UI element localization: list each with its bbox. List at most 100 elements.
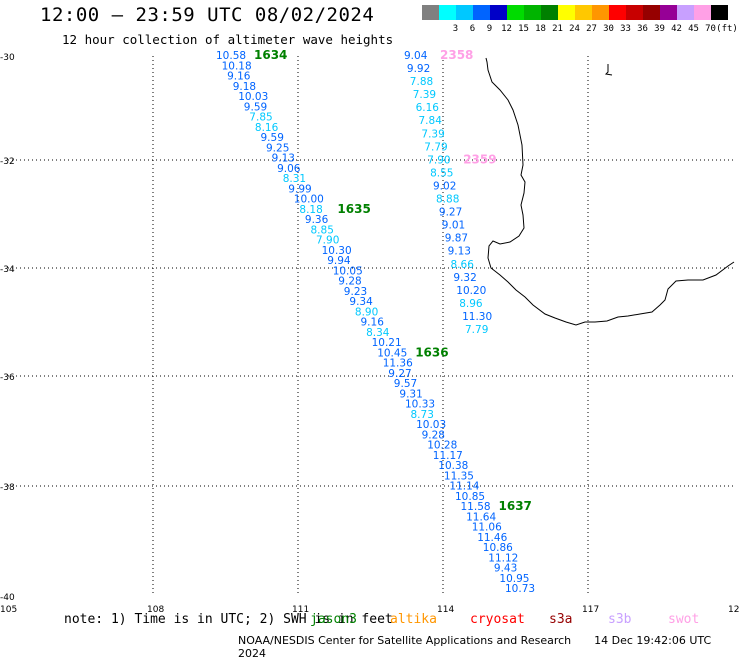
wave-height-value: 9.59 xyxy=(261,132,284,144)
wave-height-value: 8.55 xyxy=(430,167,453,179)
wave-height-value: 9.59 xyxy=(244,101,267,113)
lat-tick-label: -38 xyxy=(0,483,15,493)
wave-height-value: 10.00 xyxy=(294,194,324,206)
coastline-australia xyxy=(485,57,735,326)
wave-height-value: 8.66 xyxy=(451,259,475,271)
lat-tick-label: -36 xyxy=(0,373,15,383)
wave-height-value: 9.04 xyxy=(404,50,428,62)
scale-label: 24 xyxy=(569,24,580,34)
scale-swatch xyxy=(473,5,490,20)
wave-height-value: 9.01 xyxy=(442,220,465,232)
wave-height-value: 11.30 xyxy=(462,311,492,323)
wave-height-value: 11.06 xyxy=(472,522,502,534)
track-time-label: 1635 xyxy=(337,202,370,216)
wave-height-value: 10.21 xyxy=(372,337,402,349)
wave-height-value: 10.73 xyxy=(505,583,535,595)
wave-height-value: 10.28 xyxy=(427,440,457,452)
scale-swatch xyxy=(541,5,558,20)
wave-height-value: 9.28 xyxy=(338,276,361,288)
legend-item-cryosat: cryosat xyxy=(470,612,525,627)
scale-label: 21 xyxy=(552,24,563,34)
wave-height-value: 9.87 xyxy=(445,233,468,245)
track-time-label: 2359 xyxy=(463,152,496,166)
scale-swatch xyxy=(524,5,541,20)
scale-swatch xyxy=(609,5,626,20)
wave-height-value: 10.86 xyxy=(483,542,513,554)
scale-label: 18 xyxy=(535,24,546,34)
scale-swatch xyxy=(592,5,609,20)
scale-swatch xyxy=(507,5,524,20)
wave-height-value: 8.88 xyxy=(436,194,459,206)
scale-swatch xyxy=(660,5,677,20)
scale-unit: (ft) xyxy=(716,24,738,34)
wave-height-value: 8.85 xyxy=(311,224,334,236)
lat-tick-label: -34 xyxy=(0,265,15,275)
wave-height-value: 10.95 xyxy=(499,573,529,585)
scale-label: 30 xyxy=(603,24,614,34)
scale-label: 39 xyxy=(654,24,665,34)
lat-tick-label: -32 xyxy=(0,157,15,167)
wave-height-value: 8.96 xyxy=(459,298,483,310)
lon-tick-label: 117 xyxy=(582,605,599,615)
scale-swatch xyxy=(439,5,456,20)
wave-height-value: 7.85 xyxy=(249,112,272,124)
wave-height-value: 7.39 xyxy=(413,89,436,101)
track-time-label: 1634 xyxy=(254,48,287,62)
scale-label: 33 xyxy=(620,24,631,34)
scale-swatch xyxy=(558,5,575,20)
wave-height-value: 9.57 xyxy=(394,378,417,390)
wave-height-value: 9.99 xyxy=(288,183,311,195)
wave-height-value: 9.25 xyxy=(266,142,289,154)
track-time-label: 1637 xyxy=(499,499,532,513)
scale-swatch xyxy=(711,5,728,20)
wave-height-value: 10.58 xyxy=(216,50,246,62)
credit-org: NOAA/NESDIS Center for Satellite Applica… xyxy=(238,634,572,647)
wave-height-value: 9.16 xyxy=(361,317,385,329)
scale-label: 9 xyxy=(486,24,493,34)
wave-height-value: 11.58 xyxy=(461,501,491,513)
lon-tick-label: 108 xyxy=(147,605,164,615)
wave-height-value: 11.12 xyxy=(488,552,518,564)
wave-height-value: 11.14 xyxy=(449,481,479,493)
scale-label: 3 xyxy=(452,24,459,34)
altimeter-tracks: 10.5810.189.169.1810.039.597.858.169.599… xyxy=(216,48,535,595)
wave-height-value: 10.18 xyxy=(222,60,252,72)
wave-height-value: 10.30 xyxy=(322,245,352,257)
map-subtitle: 12 hour collection of altimeter wave hei… xyxy=(62,32,394,47)
lon-tick-label: 105 xyxy=(0,605,17,615)
lon-tick-label: 120 xyxy=(728,605,740,615)
wave-height-value: 11.17 xyxy=(433,450,463,462)
wave-height-value: 8.31 xyxy=(283,173,306,185)
wave-height-value: 10.45 xyxy=(377,347,407,359)
wave-height-value: 8.73 xyxy=(411,409,434,421)
wave-height-value: 10.38 xyxy=(438,460,468,472)
wave-height-value: 7.79 xyxy=(424,141,447,153)
wave-height-value: 9.27 xyxy=(388,368,411,380)
wave-height-value: 6.16 xyxy=(416,102,440,114)
wave-height-value: 7.90 xyxy=(316,235,339,247)
island-rottnest xyxy=(604,64,613,76)
wave-height-value: 7.88 xyxy=(410,76,433,88)
wave-height-value: 9.31 xyxy=(399,388,422,400)
lat-tick-label: -40 xyxy=(0,593,15,603)
scale-label: 27 xyxy=(586,24,597,34)
wave-height-value: 9.94 xyxy=(327,255,351,267)
wave-height-value: 10.20 xyxy=(456,285,486,297)
wave-height-value: 10.85 xyxy=(455,491,485,503)
wave-height-value: 11.35 xyxy=(444,470,474,482)
wave-height-value: 8.90 xyxy=(355,306,378,318)
wave-height-value: 9.27 xyxy=(439,207,462,219)
legend-item-altika: altika xyxy=(390,612,437,627)
scale-swatch xyxy=(694,5,711,20)
wave-height-value: 10.03 xyxy=(238,91,268,103)
track-time-label: 1636 xyxy=(415,345,448,359)
scale-swatch xyxy=(643,5,660,20)
credit-line: NOAA/NESDIS Center for Satellite Applica… xyxy=(238,634,740,660)
scale-label: 36 xyxy=(637,24,648,34)
wave-height-value: 8.34 xyxy=(366,327,390,339)
wave-height-value: 9.13 xyxy=(448,246,471,258)
scale-label: 12 xyxy=(501,24,512,34)
wave-height-value: 9.43 xyxy=(494,563,517,575)
wave-height-value: 9.02 xyxy=(433,181,456,193)
scale-label: 45 xyxy=(688,24,699,34)
